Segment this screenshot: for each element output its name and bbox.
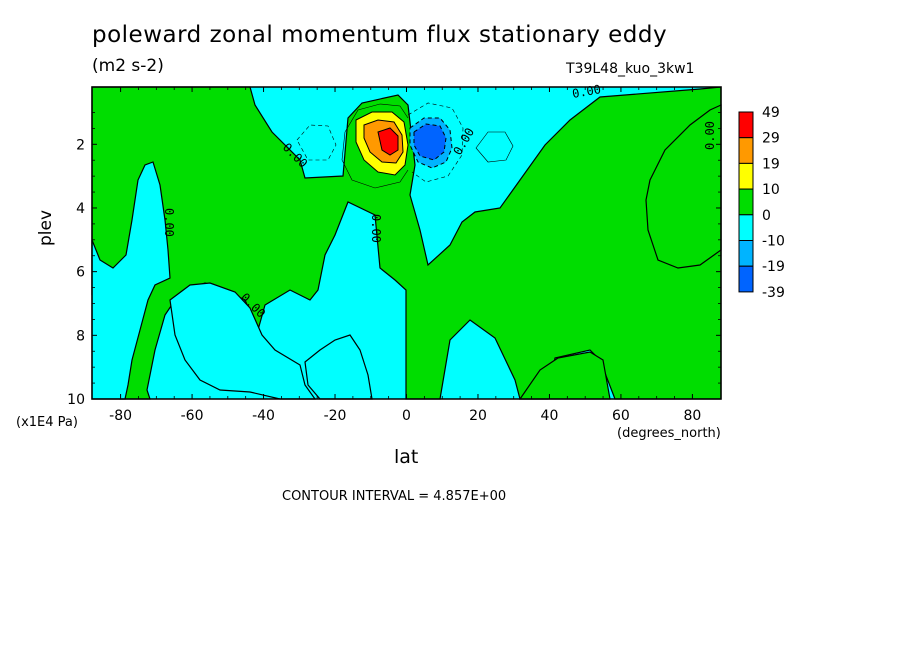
negative-island-south bbox=[91, 161, 171, 400]
colorbar-level-label: 29 bbox=[762, 131, 780, 147]
y-tick-label: 4 bbox=[76, 201, 85, 217]
x-tick-label: 0 bbox=[402, 408, 411, 424]
contour-line-positive-outer bbox=[341, 103, 409, 189]
x-tick-label: -60 bbox=[181, 408, 204, 424]
x-tick-label: -20 bbox=[324, 408, 347, 424]
x-tick-label: 60 bbox=[612, 408, 630, 424]
run-id: T39L48_kuo_3kw1 bbox=[566, 61, 695, 77]
contour-line-negative-south bbox=[296, 124, 337, 161]
contour-label: 0.00 bbox=[369, 214, 383, 243]
colorbar-swatch bbox=[738, 111, 754, 139]
colorbar: 49 29 19 10 0 -10 -19 -39 bbox=[738, 105, 785, 301]
y-tick-label: 2 bbox=[76, 137, 85, 153]
chart-title: poleward zonal momentum flux stationary … bbox=[92, 22, 668, 48]
contour-line-negative-outer bbox=[407, 102, 464, 183]
y-tick-label: 8 bbox=[76, 328, 85, 344]
x-axis-label: lat bbox=[394, 446, 419, 468]
x-tick-label: -80 bbox=[109, 408, 132, 424]
colorbar-swatch bbox=[738, 214, 754, 242]
colorbar-level-label: -39 bbox=[762, 285, 785, 301]
colorbar-level-label: 10 bbox=[762, 182, 780, 198]
contour-label: 0.00 bbox=[703, 121, 717, 150]
negative-core-blue bbox=[413, 123, 447, 161]
y-tick-label: 10 bbox=[67, 392, 85, 408]
colorbar-swatch bbox=[738, 265, 754, 293]
colorbar-swatch bbox=[738, 240, 754, 267]
colorbar-swatch bbox=[738, 162, 754, 190]
contour-interval: CONTOUR INTERVAL = 4.857E+00 bbox=[282, 489, 507, 504]
x-tick-label: -40 bbox=[252, 408, 275, 424]
colorbar-swatch bbox=[738, 137, 754, 164]
colorbar-level-label: 19 bbox=[762, 156, 780, 172]
contour-line-positive-north bbox=[475, 131, 514, 163]
x-tick-label: 80 bbox=[683, 408, 701, 424]
x-tick-label: 40 bbox=[541, 408, 559, 424]
x-axis: -80 -60 -40 -20 0 20 40 60 80 bbox=[109, 87, 701, 424]
positive-core-red bbox=[377, 127, 399, 156]
y-axis: 2 4 6 8 10 bbox=[67, 112, 721, 408]
chart-units: (m2 s-2) bbox=[92, 56, 164, 76]
colorbar-swatch bbox=[738, 188, 754, 216]
x-tick-label: 20 bbox=[469, 408, 487, 424]
colorbar-level-label: 0 bbox=[762, 208, 771, 224]
y-tick-label: 6 bbox=[76, 265, 85, 281]
negative-island-midsouth bbox=[169, 282, 317, 400]
negative-island-near-equator bbox=[304, 334, 373, 400]
colorbar-level-label: -19 bbox=[762, 259, 785, 275]
colorbar-level-label: 49 bbox=[762, 105, 780, 121]
x-axis-unit: (degrees_north) bbox=[617, 426, 721, 441]
colorbar-level-label: -10 bbox=[762, 234, 785, 250]
plot-area: 0.00 0.00 0.00 0.00 0.00 0.00 0.00 bbox=[91, 82, 722, 400]
contour-label: 0.00 bbox=[162, 208, 176, 237]
y-axis-unit: (x1E4 Pa) bbox=[16, 415, 78, 430]
positive-island-north-high bbox=[645, 104, 722, 269]
